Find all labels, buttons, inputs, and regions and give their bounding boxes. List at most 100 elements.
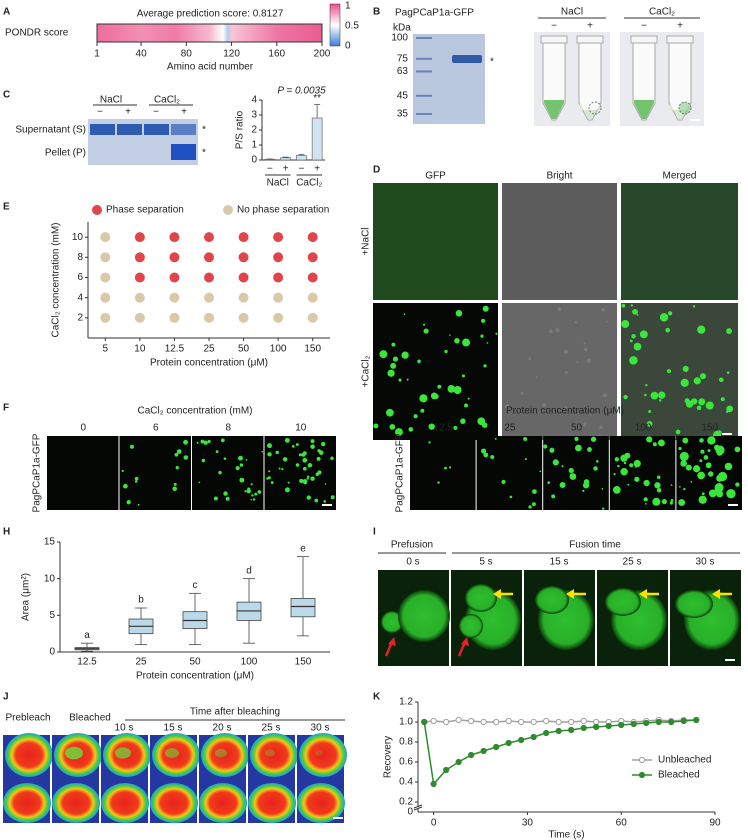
arrow-head	[639, 589, 647, 599]
droplet	[287, 481, 290, 484]
tube-lid	[666, 35, 694, 44]
droplet	[282, 457, 288, 462]
droplet	[302, 457, 308, 463]
band-mark: *	[490, 57, 494, 68]
droplet	[257, 490, 262, 494]
strip-side: PagPCaP1a-GFP	[395, 433, 406, 512]
point	[238, 272, 249, 283]
group-letter: c	[193, 580, 198, 591]
droplet	[306, 495, 311, 500]
y-tick-label: 3	[251, 110, 257, 121]
panel-label: C	[3, 90, 10, 101]
droplet	[542, 402, 547, 407]
droplet	[444, 349, 448, 354]
droplet	[630, 304, 634, 307]
frame-label: 30 s	[311, 723, 330, 734]
point	[518, 736, 525, 744]
point	[238, 252, 249, 263]
frame-label: 15 s	[550, 557, 569, 568]
point	[273, 232, 284, 243]
droplet	[307, 463, 313, 468]
tube-group: CaCl₂	[649, 7, 675, 18]
x-tick-label: 30	[522, 818, 534, 829]
panel-label: K	[373, 692, 381, 703]
droplet	[483, 452, 489, 458]
x-tick-label: 50	[238, 344, 250, 355]
droplet	[302, 479, 308, 484]
colorbar-label: 0.5	[345, 21, 359, 32]
point	[100, 232, 111, 243]
arrow-head	[566, 589, 574, 599]
legend-label: Bleached	[658, 770, 700, 781]
gel-band	[171, 124, 196, 135]
point	[630, 720, 637, 728]
point	[238, 232, 249, 243]
tube-group: NaCl	[561, 7, 583, 18]
droplet	[596, 460, 599, 463]
droplet	[617, 464, 620, 468]
droplet	[238, 455, 243, 461]
droplet	[535, 376, 538, 378]
droplet	[589, 414, 592, 417]
x-tick-label: 25	[135, 657, 147, 668]
droplet	[175, 466, 179, 470]
droplet	[601, 488, 604, 490]
tube-liquid	[634, 100, 654, 119]
droplet	[408, 427, 414, 432]
legend-marker	[223, 205, 233, 215]
gel-band	[117, 124, 142, 135]
group-letter: e	[300, 543, 306, 554]
x-tick-label: 160	[268, 49, 285, 60]
gel-band	[90, 124, 115, 135]
droplet	[483, 364, 487, 368]
x-tick-label: 0	[431, 818, 437, 829]
droplet	[631, 334, 636, 339]
bleach-spot	[65, 746, 83, 760]
droplet	[406, 378, 409, 381]
droplet	[291, 444, 295, 448]
micrograph	[502, 303, 617, 440]
droplet	[697, 325, 706, 334]
droplet	[390, 362, 397, 369]
droplet	[317, 470, 322, 475]
droplet	[644, 480, 650, 485]
point	[273, 272, 284, 283]
point	[273, 312, 284, 323]
y-tick-label: 0.8	[399, 737, 413, 748]
droplet	[657, 439, 665, 447]
droplet	[176, 449, 182, 454]
point	[493, 743, 500, 751]
droplet	[389, 423, 396, 430]
droplet	[574, 321, 577, 324]
droplet	[317, 449, 321, 453]
point	[134, 232, 145, 243]
tube-lid	[540, 35, 568, 44]
droplet	[563, 349, 569, 354]
axis-break	[414, 806, 422, 809]
point	[100, 292, 111, 303]
point	[134, 292, 145, 303]
droplet	[298, 453, 302, 457]
droplet	[658, 399, 662, 402]
droplet	[593, 466, 598, 471]
droplet	[602, 393, 608, 398]
droplet	[646, 436, 653, 443]
frame-label: Prebleach	[5, 713, 50, 724]
droplet	[716, 449, 723, 456]
x-tick-label: 80	[181, 49, 193, 60]
tube-lid	[576, 35, 604, 44]
group-label: NaCl	[267, 178, 289, 189]
droplet	[126, 500, 131, 505]
droplet	[652, 497, 661, 506]
droplet	[3, 783, 51, 823]
droplet	[601, 507, 605, 510]
point	[568, 726, 575, 734]
gel-unit: kDa	[393, 23, 411, 34]
droplet	[690, 481, 693, 483]
ladder-band	[416, 113, 432, 115]
colorbar-label: 0	[345, 41, 351, 52]
frame-label: 10 s	[115, 723, 134, 734]
droplet	[531, 502, 536, 507]
droplet	[460, 418, 466, 424]
droplet	[532, 489, 537, 494]
